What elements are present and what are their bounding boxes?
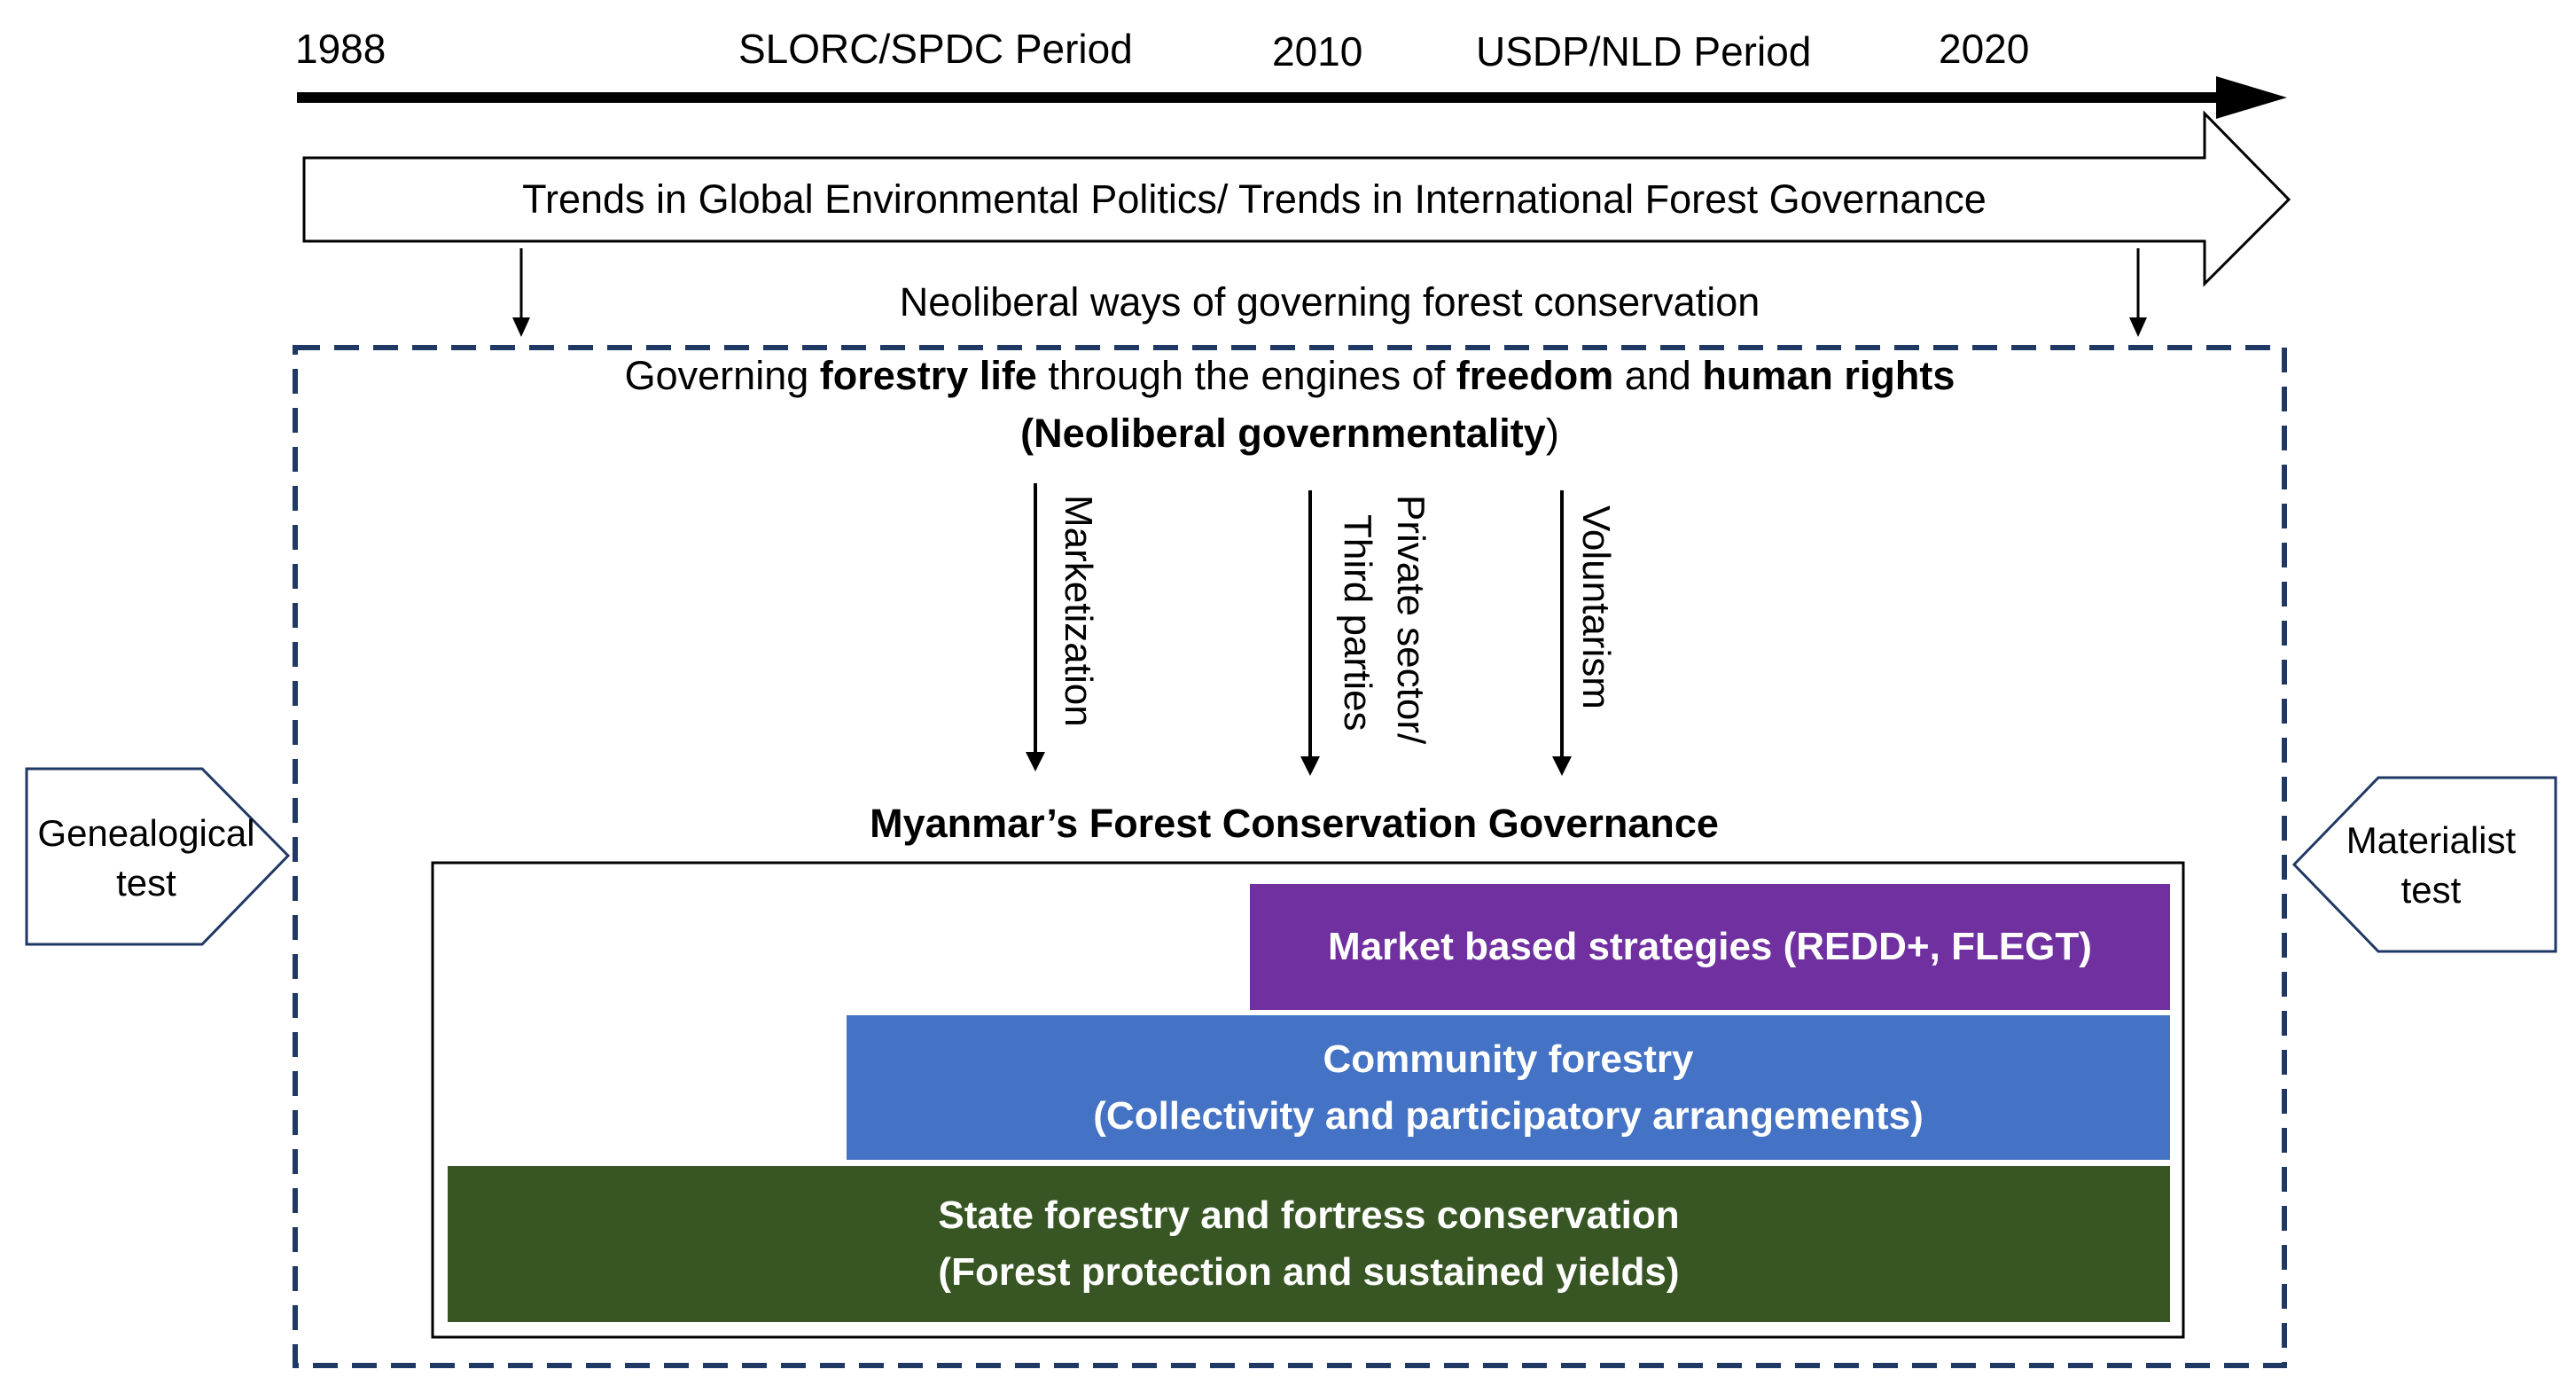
private-sector-arrow (1300, 490, 1320, 776)
governing-bold-human-rights: human rights (1702, 353, 1955, 398)
governing-text-1: Governing (624, 353, 820, 398)
gov-bold-neoliberal-governmentality: Neoliberal governmentality (1034, 411, 1546, 456)
materialist-line1: Materialist (2346, 819, 2517, 861)
genealogical-test-label: Genealogical test (27, 809, 266, 908)
neoliberal-dashed-container (293, 345, 2287, 1368)
timeline-period-slorc-spdc: SLORC/SPDC Period (738, 26, 1133, 72)
timeline-year-2010: 2010 (1272, 28, 1363, 74)
layer-community-line1: Community forestry (1323, 1037, 1694, 1081)
materialist-line2: test (2400, 869, 2462, 911)
timeline-year-2020: 2020 (1939, 26, 2030, 72)
mechanism-marketization: Marketization (1057, 495, 1100, 727)
genealogical-line2: test (116, 862, 176, 904)
marketization-arrow (1026, 483, 1045, 771)
layer-state-line1: State forestry and fortress conservation (938, 1193, 1680, 1237)
left-down-arrow (512, 248, 530, 337)
layer-market-label: Market based strategies (REDD+, FLEGT) (1328, 925, 2092, 968)
governance-title: Myanmar’s Forest Conservation Governance (870, 801, 1719, 846)
governing-text-3: and (1613, 353, 1703, 398)
timeline-year-1988: 1988 (295, 26, 386, 72)
genealogical-line1: Genealogical (37, 812, 255, 854)
layer-community-forestry: Community forestry (Collectivity and par… (847, 1015, 2170, 1160)
layer-community-line2: (Collectivity and participatory arrangem… (1093, 1093, 1924, 1138)
materialist-test-label: Materialist test (2318, 816, 2544, 915)
gov-open-paren: ( (1020, 411, 1034, 456)
materialist-test-shape (2291, 776, 2557, 953)
mechanism-private-sector: Private sector/ (1389, 495, 1432, 745)
neoliberal-governmentality-label: (Neoliberal governmentality) (355, 408, 2225, 459)
governing-statement: Governing forestry life through the engi… (355, 350, 2225, 402)
governing-bold-freedom: freedom (1456, 353, 1614, 398)
trends-block-arrow (302, 110, 2291, 287)
timeline-arrow (297, 76, 2287, 119)
mechanism-voluntarism: Voluntarism (1574, 505, 1618, 709)
layer-state-line2: (Forest protection and sustained yields) (938, 1250, 1680, 1294)
genealogical-test-shape (25, 767, 291, 946)
layer-market-based-strategies: Market based strategies (REDD+, FLEGT) (1250, 884, 2170, 1010)
neoliberal-ways-label: Neoliberal ways of governing forest cons… (899, 279, 1760, 325)
gov-close-paren: ) (1545, 411, 1559, 456)
governing-bold-forestry-life: forestry life (819, 353, 1037, 398)
timeline-period-usdp-nld: USDP/NLD Period (1476, 28, 1812, 74)
trends-arrow-label: Trends in Global Environmental Politics/… (522, 176, 1987, 222)
layer-state-forestry: State forestry and fortress conservation… (448, 1166, 2170, 1322)
governing-text-2: through the engines of (1036, 353, 1456, 398)
voluntarism-arrow (1552, 490, 1572, 776)
mechanism-third-parties: Third parties (1336, 514, 1379, 732)
right-down-arrow (2129, 248, 2147, 337)
